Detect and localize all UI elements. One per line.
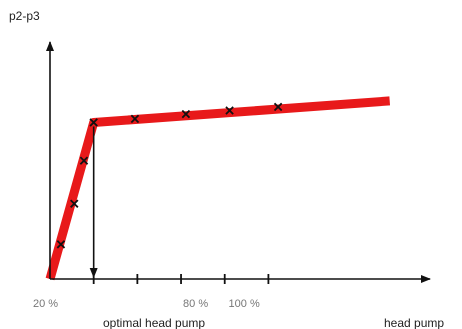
data-point [56, 240, 66, 249]
y-axis-label: p2-p3 [9, 9, 40, 23]
data-point [89, 118, 98, 127]
data-point [273, 102, 283, 112]
tick-label-layer: 20 % 80 % 100 % [33, 298, 260, 310]
data-point [181, 109, 191, 119]
data-point [225, 106, 234, 115]
data-point [70, 199, 79, 208]
x-tick-label: 80 % [183, 298, 208, 310]
x-tick-label: 20 % [33, 298, 58, 310]
x-axis-label: head pump [384, 316, 444, 329]
x-tick-label: 100 % [229, 298, 260, 310]
optimal-head-pump-label: optimal head pump [103, 316, 205, 329]
series-line [45, 96, 391, 281]
data-point [130, 114, 140, 124]
data-point [79, 156, 89, 165]
series-layer [45, 96, 391, 281]
marker-layer [56, 102, 283, 249]
